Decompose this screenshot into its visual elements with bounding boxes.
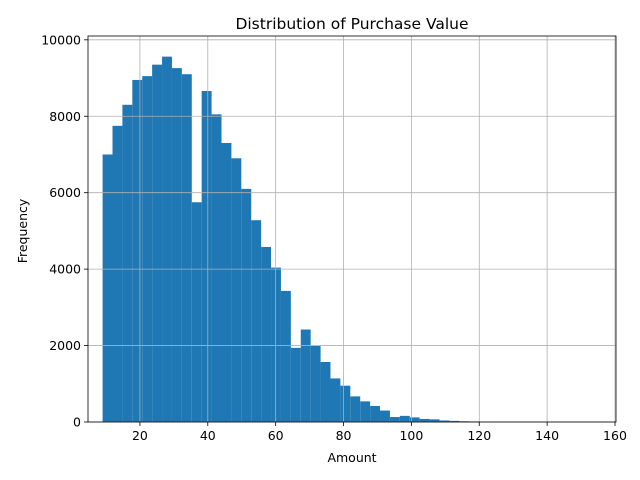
y-tick-label: 2000 xyxy=(49,338,81,353)
histogram-bar xyxy=(320,361,331,422)
histogram-bar xyxy=(380,410,390,422)
histogram-bar xyxy=(181,74,192,422)
histogram-bar xyxy=(112,125,123,422)
histogram-bar xyxy=(389,417,400,422)
histogram-bar xyxy=(162,56,172,422)
bars xyxy=(102,56,608,423)
histogram-bar xyxy=(419,418,430,422)
histogram-bar xyxy=(211,114,222,423)
x-tick-label: 160 xyxy=(603,428,627,443)
x-tick-label: 80 xyxy=(336,428,352,443)
histogram-bar xyxy=(221,143,232,423)
histogram-bar xyxy=(399,415,410,422)
histogram-bar xyxy=(310,345,321,422)
y-tick-label: 4000 xyxy=(49,262,81,277)
histogram-bar xyxy=(439,420,450,422)
histogram-bar xyxy=(251,220,262,422)
plot-frame xyxy=(87,35,617,423)
histogram-bar xyxy=(280,290,291,422)
x-tick-label: 100 xyxy=(399,428,423,443)
histogram-bar xyxy=(350,396,361,422)
histogram-bar xyxy=(132,79,143,422)
histogram-bar xyxy=(290,347,301,422)
chart-title: Distribution of Purchase Value xyxy=(235,15,468,33)
histogram-bar xyxy=(201,91,212,422)
x-tick-label: 120 xyxy=(467,428,491,443)
x-tick-label: 140 xyxy=(535,428,559,443)
histogram-bar xyxy=(330,378,341,422)
histogram-bar xyxy=(261,246,272,422)
histogram-bar xyxy=(370,405,381,422)
histogram-bar xyxy=(152,64,163,423)
y-tick-label: 10000 xyxy=(41,32,81,47)
histogram-bar xyxy=(360,401,371,422)
x-tick-label: 20 xyxy=(132,428,148,443)
histogram-bar xyxy=(300,329,311,422)
histogram-bar xyxy=(449,420,460,422)
histogram-bar xyxy=(171,68,182,423)
histogram-bar xyxy=(340,385,351,422)
x-tick-label: 40 xyxy=(200,428,216,443)
x-axis-label: Amount xyxy=(327,450,376,465)
y-tick-label: 8000 xyxy=(49,109,81,124)
y-tick-label: 6000 xyxy=(49,185,81,200)
y-axis-label: Frequency xyxy=(15,198,30,263)
histogram-bar xyxy=(102,154,113,422)
histogram-bar xyxy=(241,188,252,422)
histogram-bar xyxy=(409,417,420,422)
histogram-bar xyxy=(122,104,133,422)
histogram-bar xyxy=(142,76,153,422)
x-tick-label: 60 xyxy=(268,428,284,443)
histogram-bar xyxy=(231,158,242,422)
ticks: 20 40 60 80 100 120 140 160 0 2000 4000 6000 8000 100… xyxy=(41,32,627,443)
histogram-bar xyxy=(191,202,202,422)
y-tick-label: 0 xyxy=(73,415,81,430)
histogram-bar xyxy=(429,419,440,422)
